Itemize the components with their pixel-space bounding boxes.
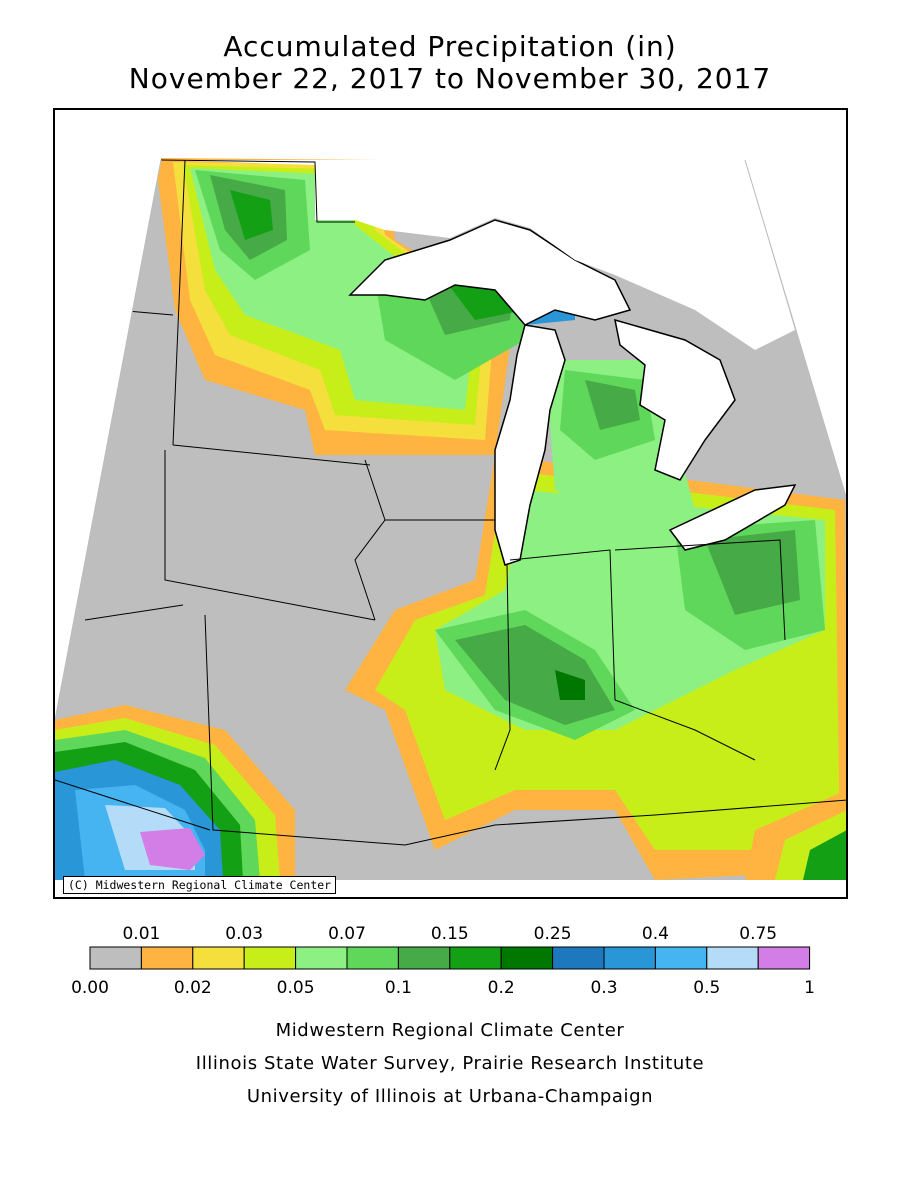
copyright-label: (C) Midwestern Regional Climate Center [63, 876, 337, 894]
legend-top-label: 0.15 [431, 924, 469, 944]
legend-bottom-label: 0.05 [277, 978, 315, 998]
lake-huron [614, 318, 736, 481]
precip-area-east [345, 360, 846, 880]
legend-top-label: 0.01 [122, 924, 160, 944]
legend-bottom-label: 0.3 [590, 978, 617, 998]
legend-bottom-label: 0.00 [71, 978, 109, 998]
legend-bottom-label: 0.2 [488, 978, 515, 998]
canada-area [161, 160, 795, 350]
legend-swatch [192, 946, 245, 970]
legend-top-label: 0.03 [225, 924, 263, 944]
legend-swatch [706, 946, 759, 970]
legend-bottom-label: 0.02 [174, 978, 212, 998]
precipitation-map: (C) Midwestern Regional Climate Center [53, 108, 848, 899]
legend-swatch [603, 946, 656, 970]
legend-swatch [89, 946, 142, 970]
legend-top-label: 0.07 [328, 924, 366, 944]
legend-bottom-label: 0.1 [385, 978, 412, 998]
legend-swatch [757, 946, 811, 970]
legend-swatch [500, 946, 554, 970]
lake-erie [668, 484, 797, 551]
lake-michigan [494, 324, 566, 566]
precip-area-southeast [745, 790, 846, 880]
legend-swatch [346, 946, 399, 970]
legend-swatch [654, 946, 708, 970]
credit-line-3: University of Illinois at Urbana-Champai… [246, 1086, 654, 1107]
legend-bottom-label: 1 [804, 978, 815, 998]
precip-area-north [155, 158, 575, 455]
legend-swatch [397, 946, 451, 970]
color-legend: 0.01 0.03 0.07 0.15 0.25 0.4 0.75 0.00 0.02 0.05 0… [71, 924, 815, 998]
lake-superior [348, 219, 632, 326]
legend-swatch [295, 946, 348, 970]
state-boundaries [55, 159, 846, 846]
credit-line-2: Illinois State Water Survey, Prairie Res… [195, 1053, 705, 1074]
legend-swatch [552, 946, 605, 970]
legend-bottom-label: 0.5 [693, 978, 720, 998]
legend-swatch [243, 946, 297, 970]
legend-swatch [449, 946, 502, 970]
legend-top-label: 0.75 [739, 924, 777, 944]
legend-top-label: 0.25 [534, 924, 572, 944]
great-lakes [348, 219, 797, 566]
map-date-range: November 22, 2017 to November 30, 2017 [128, 62, 772, 95]
precip-area-southwest [55, 705, 295, 880]
legend-top-label: 0.4 [642, 924, 669, 944]
credit-line-1: Midwestern Regional Climate Center [275, 1020, 625, 1041]
map-title: Accumulated Precipitation (in) [223, 30, 677, 63]
legend-swatch [140, 946, 194, 970]
map-canvas [55, 110, 846, 897]
